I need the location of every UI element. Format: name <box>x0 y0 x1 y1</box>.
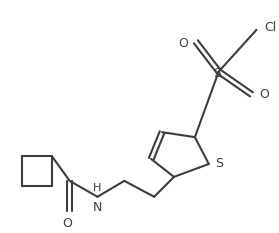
Text: S: S <box>215 158 223 171</box>
Text: N: N <box>93 201 102 214</box>
Text: H: H <box>93 183 102 193</box>
Text: O: O <box>259 88 269 101</box>
Text: O: O <box>178 37 188 50</box>
Text: Cl: Cl <box>264 21 277 34</box>
Text: O: O <box>63 217 73 230</box>
Text: S: S <box>213 67 221 80</box>
